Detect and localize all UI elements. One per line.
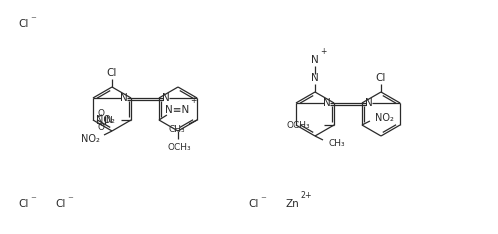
Text: Zn: Zn — [285, 199, 299, 209]
Text: OCH₃: OCH₃ — [286, 121, 310, 129]
Text: ⁻: ⁻ — [67, 195, 73, 205]
Text: ⁻: ⁻ — [260, 195, 266, 205]
Text: CH₃: CH₃ — [169, 124, 185, 134]
Text: Cl: Cl — [18, 19, 28, 29]
Text: NO₂: NO₂ — [374, 113, 393, 123]
Text: CH₃: CH₃ — [329, 139, 345, 147]
Text: N: N — [365, 98, 373, 108]
Text: Cl: Cl — [107, 68, 117, 78]
Text: O: O — [98, 109, 105, 117]
Text: N: N — [323, 98, 331, 108]
Text: ⁻: ⁻ — [30, 15, 36, 25]
Text: +: + — [190, 96, 196, 105]
Text: N: N — [162, 93, 170, 103]
Text: OCH₃: OCH₃ — [167, 143, 191, 151]
Text: ⁻: ⁻ — [30, 195, 36, 205]
Text: NO₂: NO₂ — [96, 115, 115, 125]
Text: 2+: 2+ — [300, 191, 312, 200]
Text: O: O — [98, 123, 105, 132]
Text: Cl: Cl — [248, 199, 258, 209]
Text: N: N — [311, 73, 319, 83]
Text: N≡N: N≡N — [165, 105, 189, 115]
Text: N: N — [105, 116, 112, 124]
Text: +: + — [320, 47, 326, 56]
Text: NO₂: NO₂ — [81, 134, 100, 144]
Text: Cl: Cl — [18, 199, 28, 209]
Text: Cl: Cl — [55, 199, 65, 209]
Text: N: N — [311, 55, 319, 65]
Text: Cl: Cl — [376, 73, 386, 83]
Text: N: N — [121, 93, 128, 103]
